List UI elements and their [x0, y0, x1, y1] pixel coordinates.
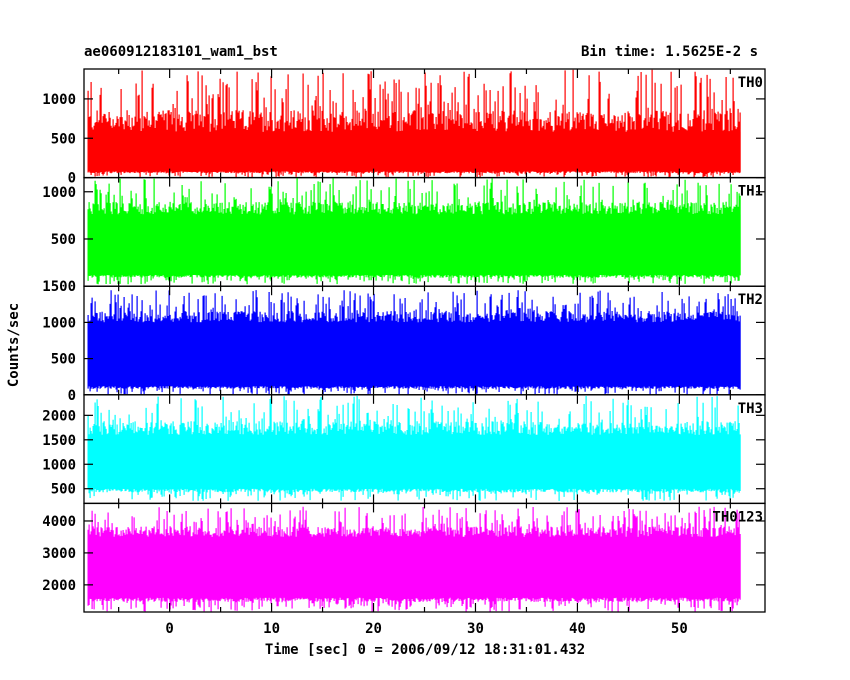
y-tick-label: 4000: [42, 514, 76, 530]
y-tick-label: 1000: [42, 315, 76, 331]
x-tick-label: 40: [569, 621, 586, 637]
y-tick-label: 0: [68, 171, 76, 187]
panel-th0: 0 500 1000 TH0: [42, 68, 766, 187]
y-tick-label: 500: [51, 131, 76, 147]
panel-label-th0123: TH0123: [712, 509, 763, 525]
y-tick-label: 1000: [42, 185, 76, 201]
panel-label-th3: TH3: [738, 401, 763, 417]
series-band-th3: [88, 434, 741, 489]
y-tick-label: 1000: [42, 457, 76, 473]
panel-th1: 500 1000 TH1: [42, 176, 766, 287]
panel-th0123: 2000 3000 4000 TH0123: [42, 502, 766, 613]
panel-th2: 0 500 1000 1500 TH2: [42, 279, 766, 404]
chart-title-left: ae060912183101_wam1_bst: [84, 44, 278, 60]
y-tick-label: 3000: [42, 546, 76, 562]
series-band-th0123: [88, 536, 741, 598]
x-tick-label: 10: [263, 621, 280, 637]
panel-label-th1: TH1: [738, 184, 763, 200]
panel-th3: 500 1000 1500 2000 TH3: [42, 394, 766, 505]
y-tick-label: 0: [68, 388, 76, 404]
y-tick-label: 1500: [42, 433, 76, 449]
chart-title-right: Bin time: 1.5625E-2 s: [581, 44, 759, 60]
x-tick-label: 30: [467, 621, 484, 637]
x-axis-label: Time [sec] 0 = 2006/09/12 18:31:01.432: [265, 642, 585, 658]
series-band-th1: [88, 214, 741, 275]
series-band-th0: [88, 131, 741, 172]
y-tick-label: 2000: [42, 408, 76, 424]
y-tick-label: 1000: [42, 92, 76, 108]
x-tick-label: 20: [365, 621, 382, 637]
y-tick-label: 500: [51, 482, 76, 498]
x-tick-label: 0: [165, 621, 173, 637]
series-band-th2: [88, 322, 741, 387]
panel-label-th2: TH2: [738, 292, 763, 308]
y-tick-label: 500: [51, 232, 76, 248]
y-tick-label: 2000: [42, 578, 76, 594]
x-tick-label: 50: [671, 621, 688, 637]
panel-label-th0: TH0: [738, 75, 763, 91]
y-tick-label: 500: [51, 352, 76, 368]
y-axis-label: Counts/sec: [6, 303, 22, 387]
y-tick-label: 1500: [42, 279, 76, 295]
